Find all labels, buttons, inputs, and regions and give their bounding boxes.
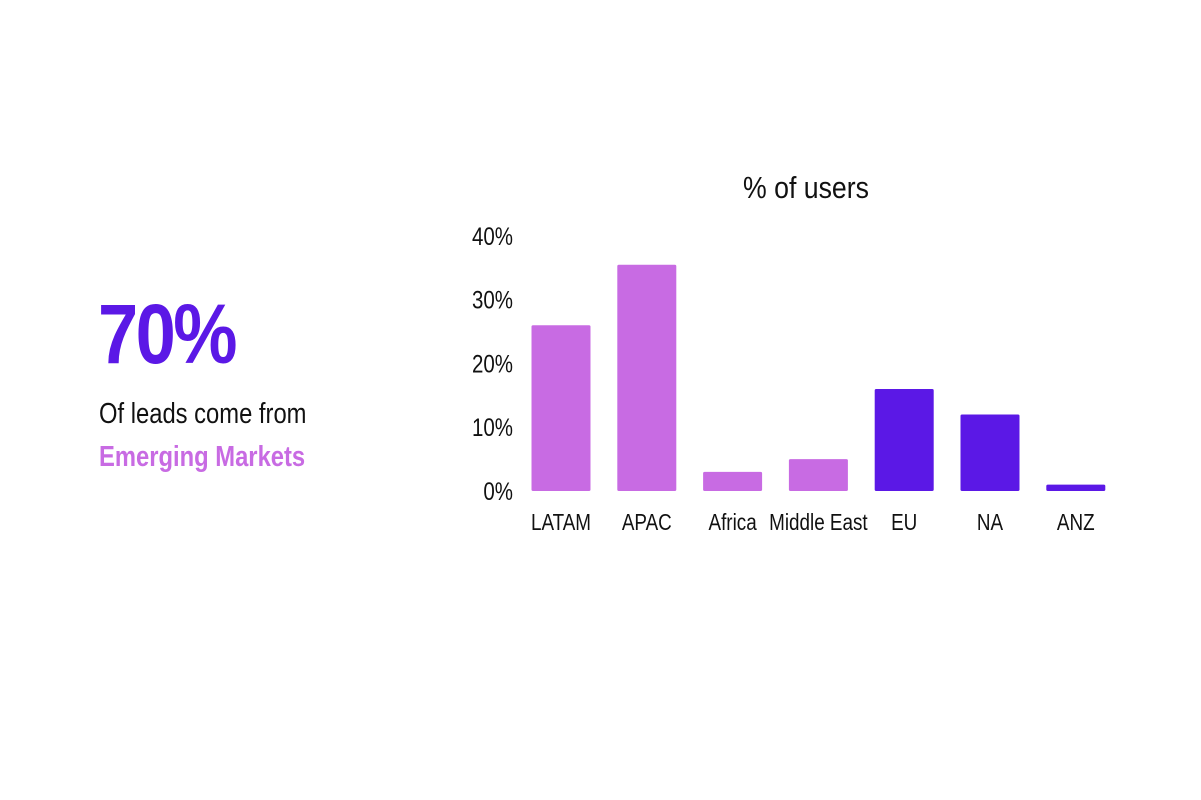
headline-text: Of leads come from — [99, 398, 307, 430]
y-tick-label: 0% — [483, 477, 513, 505]
bar-eu — [874, 389, 934, 491]
x-tick-label: Middle East — [769, 510, 868, 535]
y-tick-label: 30% — [472, 286, 513, 314]
x-tick-label: NA — [977, 510, 1003, 535]
x-tick-label: APAC — [622, 510, 672, 535]
headline-stat: 70% — [98, 287, 237, 381]
bar-na — [960, 414, 1020, 491]
x-tick-label: LATAM — [531, 510, 591, 535]
bar-middle-east — [788, 459, 848, 491]
y-tick-label: 40% — [472, 222, 513, 250]
y-tick-label: 10% — [472, 413, 513, 441]
x-tick-label: Africa — [709, 510, 757, 535]
bar-anz — [1046, 484, 1106, 491]
headline-highlight: Emerging Markets — [99, 441, 306, 473]
x-tick-label: ANZ — [1057, 510, 1095, 535]
bar-africa — [703, 471, 763, 491]
x-tick-label: EU — [891, 510, 917, 535]
chart-title: % of users — [743, 171, 869, 205]
bar-apac — [617, 264, 677, 491]
y-tick-label: 20% — [472, 350, 513, 378]
bar-latam — [531, 325, 591, 491]
